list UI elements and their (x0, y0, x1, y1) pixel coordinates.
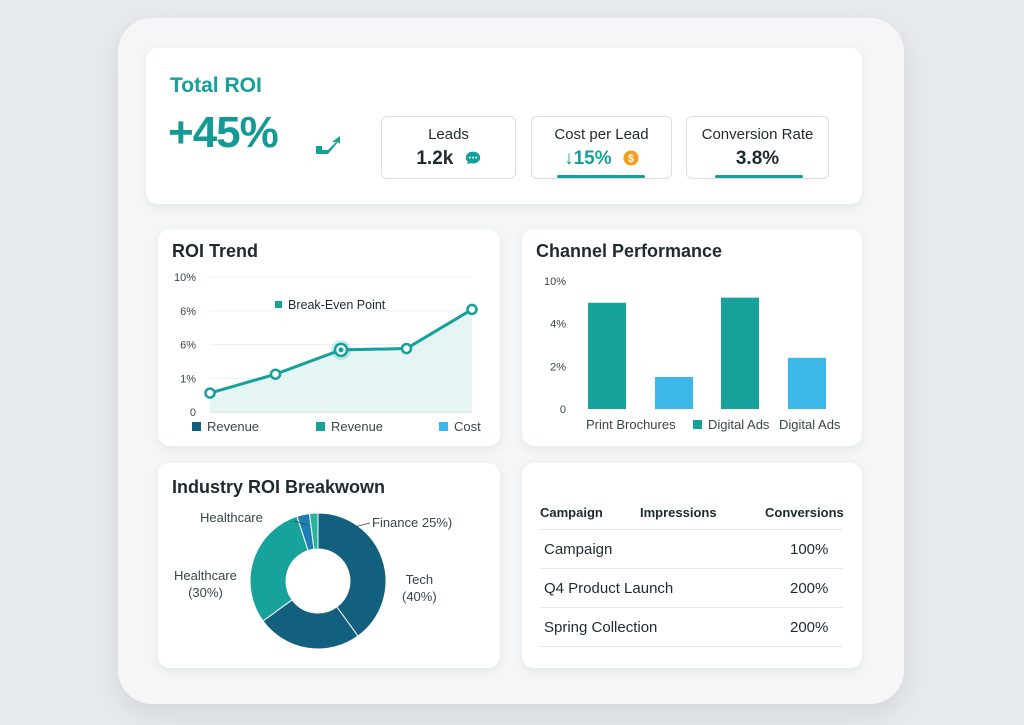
data-point-center (338, 347, 344, 353)
kpi-cost-per-lead[interactable]: Cost per Lead ↓15% $ (531, 116, 672, 179)
table-row[interactable]: Spring Collection 200% (540, 607, 842, 646)
total-roi-title: Total ROI (170, 74, 262, 97)
legend-label: Print Brochures (586, 417, 676, 432)
leader-line-finance (353, 522, 371, 528)
table-row[interactable]: Q4 Product Launch 200% (540, 568, 842, 607)
legend-label: Revenue (331, 419, 384, 434)
pie-label-healthcare-pct: (30%) (188, 585, 223, 600)
cell-conversions: 200% (790, 580, 829, 597)
industry-roi-card: Industry ROI Breakwown Healthcare Health… (158, 463, 500, 668)
pie-label-healthcare-left: Healthcare (30%) (174, 567, 237, 601)
kpi-cost-per-lead-value: ↓15% (564, 148, 612, 169)
bar-4 (788, 357, 826, 409)
svg-text:$: $ (628, 153, 634, 165)
pie-label-tech-name: Tech (405, 572, 434, 587)
y-tick-label: 0 (190, 407, 196, 419)
legend-revenue-2: Revenue (316, 419, 383, 434)
data-point (269, 368, 282, 380)
y-tick-label: 6% (180, 340, 196, 352)
kpi-leads-value: 1.2k (416, 148, 454, 169)
donut-slice-other (308, 512, 319, 550)
table-row[interactable]: Campaign 100% (540, 529, 842, 568)
chat-bubble-icon (465, 151, 480, 165)
annotation-marker (275, 301, 282, 308)
pie-label-healthcare-name: Healthcare (174, 568, 237, 583)
legend-revenue-1: Revenue (192, 419, 259, 434)
pie-label-tech-pct: (40%) (402, 589, 437, 604)
pie-label-finance: Finance 25%) (372, 515, 453, 530)
y-tick-label: 6% (180, 306, 196, 318)
roi-trend-title: ROI Trend (172, 241, 259, 261)
data-point (204, 387, 216, 399)
legend-label: Cost (454, 419, 481, 434)
channel-performance-title: Channel Performance (536, 241, 723, 261)
kpi-leads[interactable]: Leads 1.2k (381, 116, 516, 179)
area-fill (210, 309, 472, 412)
campaign-table-card: Campaign Impressions Conversions Campaig… (522, 463, 862, 668)
pie-label-tech: Tech (40%) (402, 571, 437, 605)
kpi-cost-per-lead-bar (557, 175, 645, 178)
y-tick-label: 10% (174, 272, 196, 284)
cell-campaign: Spring Collection (544, 619, 658, 636)
data-point (466, 303, 478, 316)
trend-up-arrow-icon (316, 136, 340, 154)
legend-cost: Cost (439, 419, 481, 434)
leader-line-healthcare (293, 520, 309, 526)
y-tick-label: 4% (550, 319, 566, 331)
roi-trend-chart[interactable]: 0 1% 6% 6% 10% Break-Even Point (158, 229, 500, 446)
legend-print-brochures: Print Brochures (586, 417, 676, 432)
bar-1 (588, 302, 626, 409)
y-tick-label: 1% (180, 373, 196, 385)
kpi-conversion-rate-value: 3.8% (735, 148, 780, 169)
kpi-leads-label: Leads (428, 126, 469, 143)
kpi-conversion-rate[interactable]: Conversion Rate 3.8% (686, 116, 829, 179)
industry-roi-donut[interactable] (158, 463, 500, 668)
legend-label: Digital Ads (779, 417, 841, 432)
total-roi-card: Total ROI +45% Leads 1.2k Cost per Lead … (146, 48, 862, 204)
pie-label-healthcare-top: Healthcare (200, 510, 263, 525)
legend-label: Digital Ads (708, 417, 770, 432)
legend-label: Revenue (207, 419, 260, 434)
kpi-conversion-rate-label: Conversion Rate (701, 126, 814, 143)
annotation-break-even: Break-Even Point (288, 298, 386, 312)
cell-conversions: 200% (790, 619, 829, 636)
table-header-conversions[interactable]: Conversions (765, 505, 844, 520)
y-tick-label: 10% (544, 276, 566, 288)
legend-digital-ads-2: Digital Ads (779, 417, 840, 432)
table-header-campaign[interactable]: Campaign (540, 505, 603, 520)
bar-3 (721, 297, 759, 409)
donut-slice-tech (317, 512, 387, 637)
cell-campaign: Campaign (544, 541, 613, 558)
y-tick-label: 0 (560, 404, 566, 416)
donut-slice-finance (262, 599, 359, 650)
bar-2 (655, 377, 693, 409)
cell-campaign: Q4 Product Launch (544, 580, 674, 597)
donut-slice-healthcare (249, 515, 309, 622)
roi-trend-card: ROI Trend 0 1% 6% 6% 10% Break-Even Point Rev… (158, 229, 500, 446)
total-roi-value: +45% (168, 108, 279, 157)
data-point (400, 342, 413, 355)
table-bottom-rule (540, 646, 842, 647)
channel-performance-card: Channel Performance 0 2% 4% 10% Print Broch… (522, 229, 862, 446)
table-header-impressions[interactable]: Impressions (640, 505, 717, 520)
kpi-cost-per-lead-label: Cost per Lead (554, 126, 649, 143)
legend-digital-ads-1: Digital Ads (693, 417, 769, 432)
dollar-coin-icon: $ (623, 150, 639, 166)
y-tick-label: 2% (550, 361, 566, 373)
channel-performance-chart[interactable]: 0 2% 4% 10% (522, 229, 862, 446)
industry-roi-title: Industry ROI Breakwown (172, 477, 386, 497)
kpi-conversion-rate-bar (715, 175, 803, 178)
cell-conversions: 100% (790, 541, 829, 558)
